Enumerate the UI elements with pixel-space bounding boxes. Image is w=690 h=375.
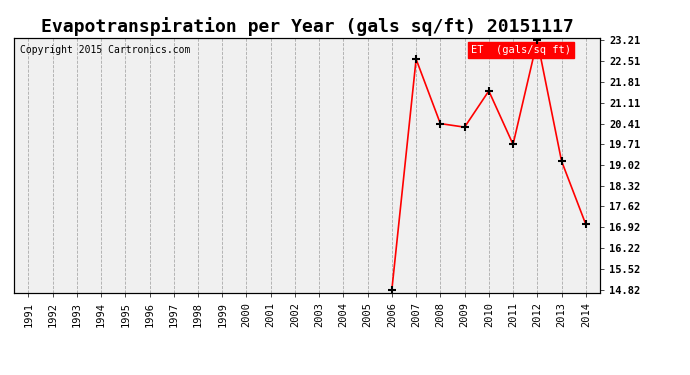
Text: ET  (gals/sq ft): ET (gals/sq ft) xyxy=(471,45,571,55)
Title: Evapotranspiration per Year (gals sq/ft) 20151117: Evapotranspiration per Year (gals sq/ft)… xyxy=(41,17,573,36)
Text: Copyright 2015 Cartronics.com: Copyright 2015 Cartronics.com xyxy=(19,45,190,55)
